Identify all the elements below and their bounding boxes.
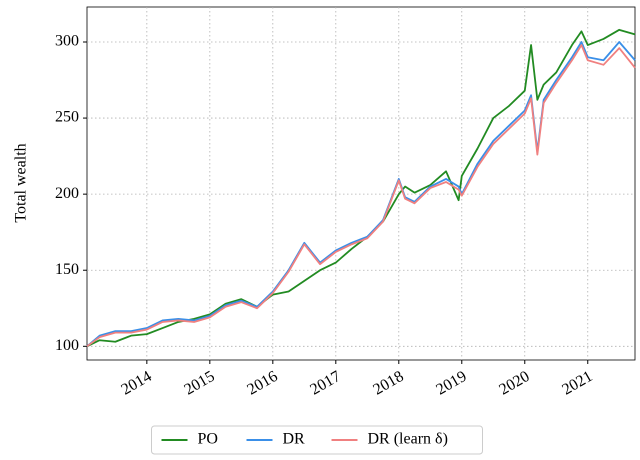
x-tick-label: 2021 — [559, 368, 595, 399]
y-tick-label: 250 — [55, 109, 79, 126]
legend-label: DR — [283, 431, 306, 448]
series-line — [86, 28, 636, 348]
y-tick-label: 150 — [55, 261, 79, 278]
x-tick-label: 2016 — [244, 368, 280, 399]
x-tick-label: 2020 — [496, 368, 532, 399]
x-tick-label: 2017 — [307, 368, 343, 399]
y-tick-label: 100 — [55, 337, 79, 354]
series-line — [86, 44, 636, 348]
x-tick-label: 2015 — [181, 368, 217, 399]
y-tick-label: 300 — [55, 33, 79, 50]
legend-label: PO — [198, 431, 218, 448]
x-tick-label: 2018 — [370, 368, 406, 399]
legend-label: DR (learn δ) — [368, 431, 448, 448]
x-tick-label: 2019 — [433, 368, 469, 399]
y-axis-label: Total wealth — [13, 143, 30, 222]
y-tick-label: 200 — [55, 185, 79, 202]
x-tick-label: 2014 — [118, 368, 154, 399]
series-line — [86, 41, 636, 347]
plot-frame — [86, 6, 636, 361]
legend-box — [151, 425, 483, 455]
